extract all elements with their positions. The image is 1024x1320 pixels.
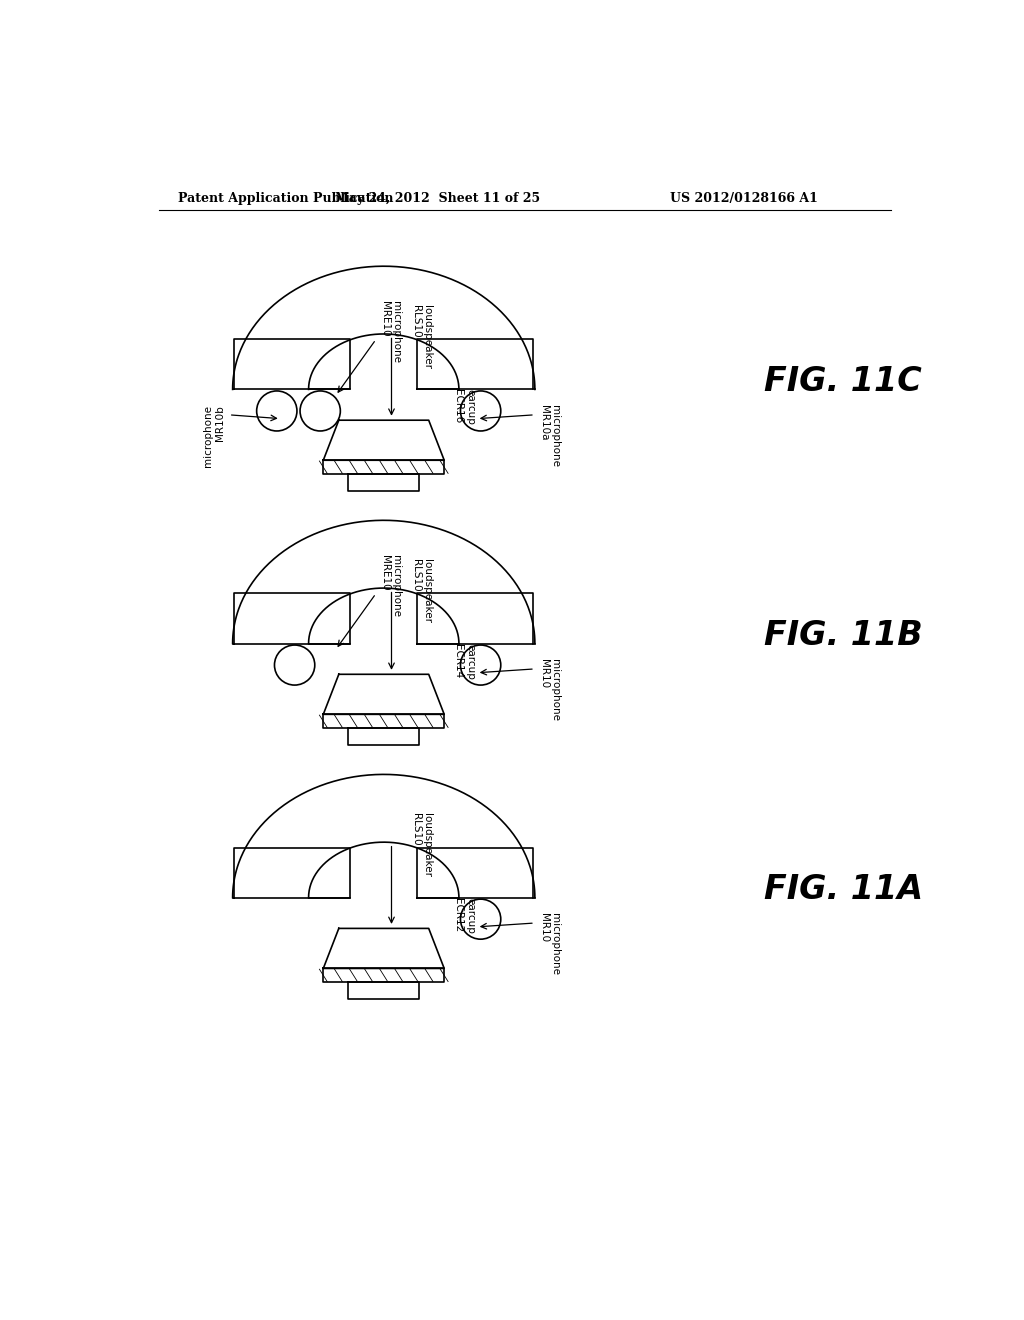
Text: microphone
MRE10: microphone MRE10 (380, 554, 401, 616)
Text: FIG. 11B: FIG. 11B (764, 619, 923, 652)
Text: microphone
MR10b: microphone MR10b (204, 405, 225, 467)
Text: earcup
ECR12: earcup ECR12 (454, 898, 475, 933)
Text: earcup
ECR16: earcup ECR16 (454, 389, 475, 425)
Text: loudspeaker
RLS10: loudspeaker RLS10 (411, 813, 432, 876)
Text: Patent Application Publication: Patent Application Publication (178, 191, 394, 205)
Text: FIG. 11C: FIG. 11C (764, 366, 922, 399)
Text: microphone
MR10: microphone MR10 (539, 913, 560, 975)
Text: May 24, 2012  Sheet 11 of 25: May 24, 2012 Sheet 11 of 25 (336, 191, 541, 205)
Text: loudspeaker
RLS10: loudspeaker RLS10 (411, 558, 432, 623)
Text: loudspeaker
RLS10: loudspeaker RLS10 (411, 305, 432, 368)
Text: FIG. 11A: FIG. 11A (764, 874, 923, 907)
Text: microphone
MRE10: microphone MRE10 (380, 301, 401, 363)
Text: US 2012/0128166 A1: US 2012/0128166 A1 (671, 191, 818, 205)
Text: microphone
MR10: microphone MR10 (539, 659, 560, 721)
Text: microphone
MR10a: microphone MR10a (539, 405, 560, 467)
Text: earcup
ECR14: earcup ECR14 (454, 644, 475, 680)
